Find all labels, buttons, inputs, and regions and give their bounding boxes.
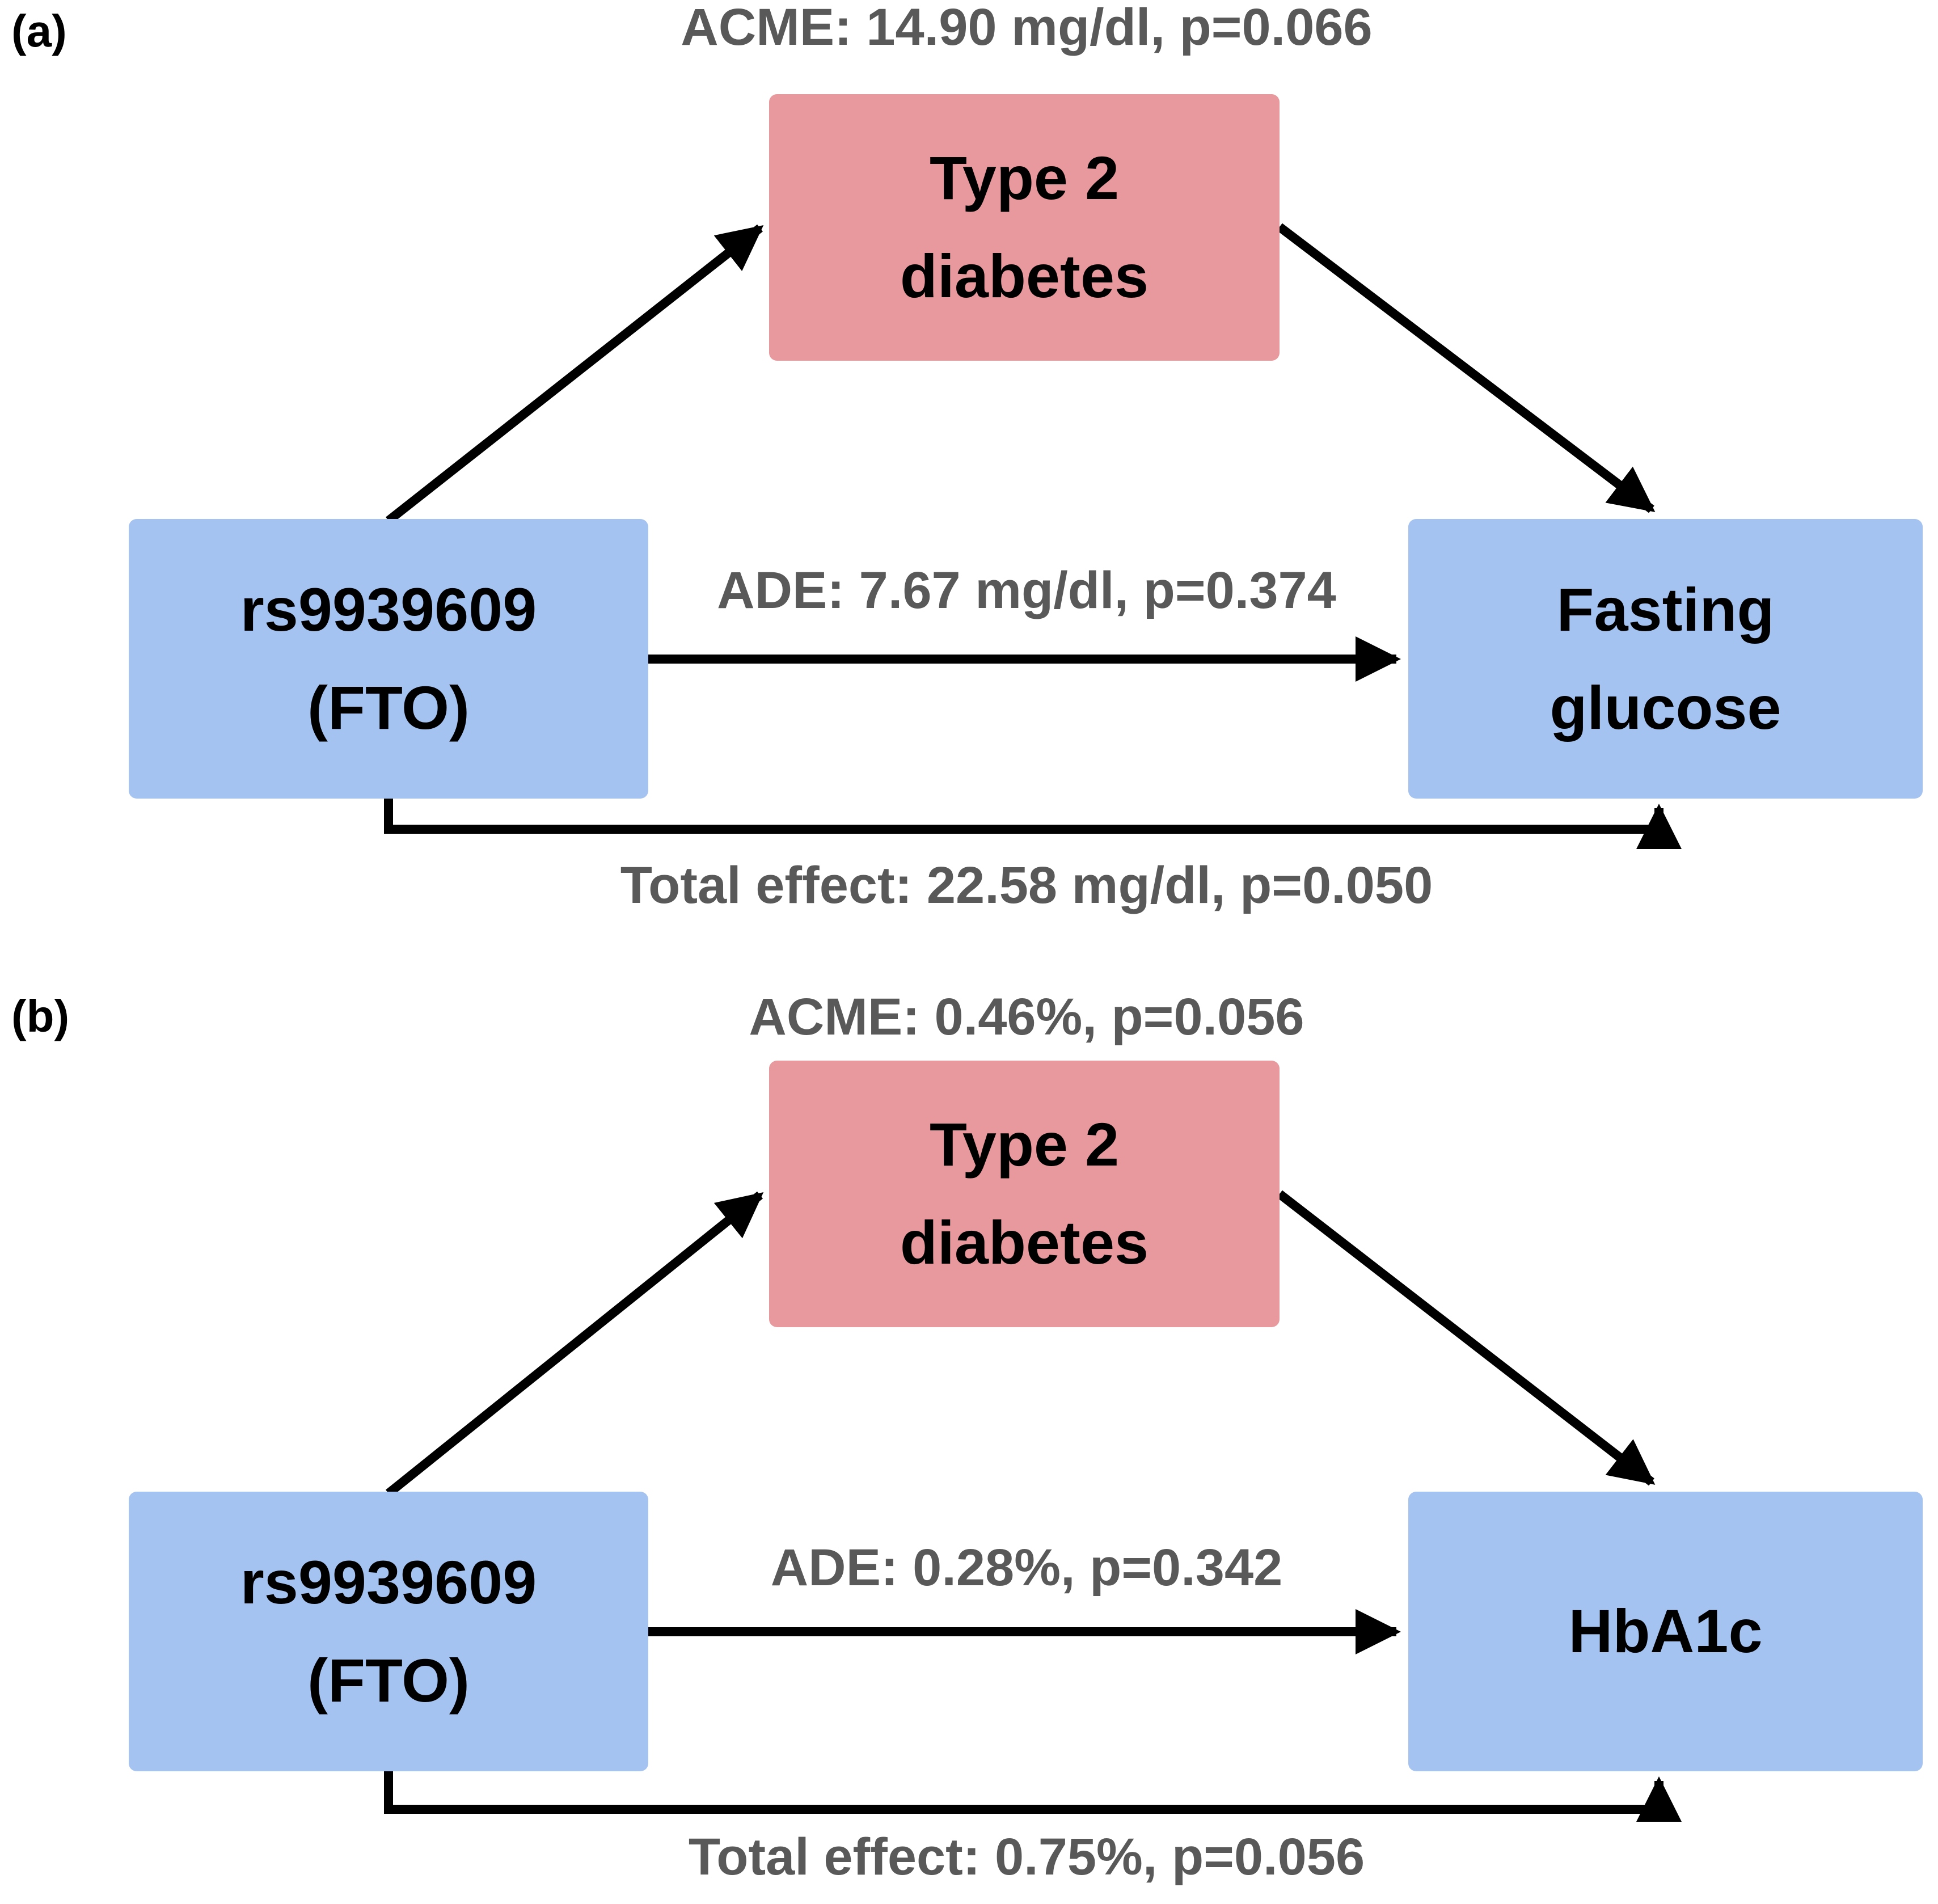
acme-label-a: ACME: 14.90 mg/dl, p=0.066	[681, 0, 1373, 56]
exposure-text-line1-a: rs9939609	[240, 575, 537, 644]
mediator-text-line2-a: diabetes	[900, 242, 1149, 310]
arrow-exposure-to-mediator-b	[385, 1191, 764, 1497]
exposure-node-b: rs9939609 (FTO)	[129, 1492, 648, 1771]
outcome-node-a: Fasting glucose	[1408, 519, 1923, 799]
exposure-node-a: rs9939609 (FTO)	[129, 519, 648, 799]
acme-label-b: ACME: 0.46%, p=0.056	[749, 988, 1304, 1046]
total-effect-label-b: Total effect: 0.75%, p=0.056	[688, 1828, 1365, 1886]
panel-label-a: (a)	[11, 6, 67, 56]
exposure-text-line1-b: rs9939609	[240, 1547, 537, 1616]
total-effect-label-a: Total effect: 22.58 mg/dl, p=0.050	[620, 856, 1433, 914]
mediator-text-line1-a: Type 2	[929, 143, 1120, 213]
mediator-node-b: Type 2 diabetes	[769, 1061, 1280, 1327]
arrow-exposure-to-mediator-a	[386, 224, 764, 525]
arrow-mediator-to-outcome-a	[1277, 223, 1656, 513]
exposure-text-line2-a: (FTO)	[307, 673, 470, 742]
ade-label-b: ADE: 0.28%, p=0.342	[770, 1539, 1283, 1597]
outcome-text-line1-a: Fasting	[1556, 575, 1775, 644]
ade-label-a: ADE: 7.67 mg/dl, p=0.374	[717, 562, 1336, 619]
arrow-total-effect-a	[384, 799, 1682, 849]
mediator-node-a: Type 2 diabetes	[769, 94, 1280, 361]
arrow-total-effect-b	[384, 1771, 1682, 1822]
panel-label-b: (b)	[11, 991, 70, 1041]
outcome-node-b: HbA1c	[1408, 1492, 1923, 1771]
mediator-text-line2-b: diabetes	[900, 1208, 1149, 1277]
mediator-text-line1-b: Type 2	[929, 1110, 1120, 1179]
outcome-text-line2-a: glucose	[1549, 673, 1781, 742]
outcome-text-line1-b: HbA1c	[1568, 1597, 1763, 1666]
exposure-text-line2-b: (FTO)	[307, 1645, 470, 1715]
arrow-mediator-to-outcome-b	[1277, 1190, 1656, 1486]
